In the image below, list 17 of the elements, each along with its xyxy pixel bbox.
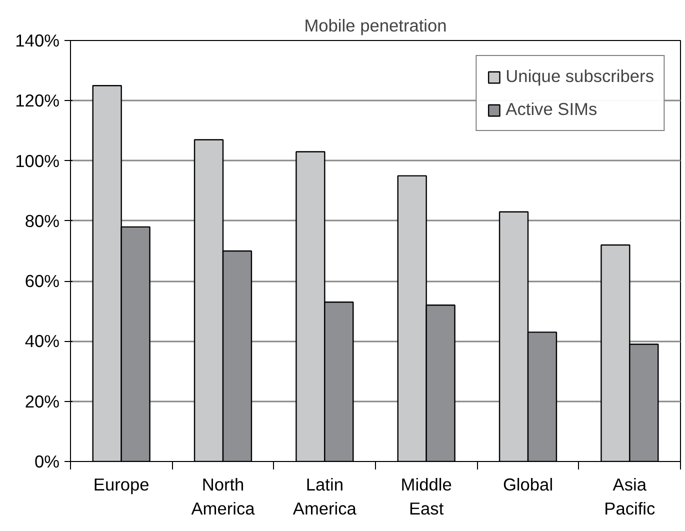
x-tick-label: Middle East bbox=[400, 474, 452, 518]
y-tick-label: 80% bbox=[24, 210, 60, 231]
y-tick-label: 60% bbox=[24, 271, 60, 292]
legend-label: Unique subscribers bbox=[506, 66, 654, 87]
x-tick-label: North America bbox=[191, 474, 256, 518]
chart-title: Mobile penetration bbox=[304, 16, 447, 36]
y-tick-label: 120% bbox=[15, 90, 60, 111]
y-tick-label: 0% bbox=[34, 452, 60, 472]
x-tick-label: Europe bbox=[93, 474, 150, 494]
y-tick-label: 40% bbox=[24, 331, 60, 352]
legend-label: Active SIMs bbox=[506, 99, 598, 120]
y-tick-label: 100% bbox=[15, 150, 60, 171]
y-tick-label: 20% bbox=[24, 391, 60, 412]
x-tick-label: Latin America bbox=[292, 474, 357, 518]
x-tick-label: Global bbox=[502, 474, 554, 494]
y-tick-label: 140% bbox=[15, 30, 60, 50]
x-tick-label: Asia Pacific bbox=[604, 474, 656, 518]
